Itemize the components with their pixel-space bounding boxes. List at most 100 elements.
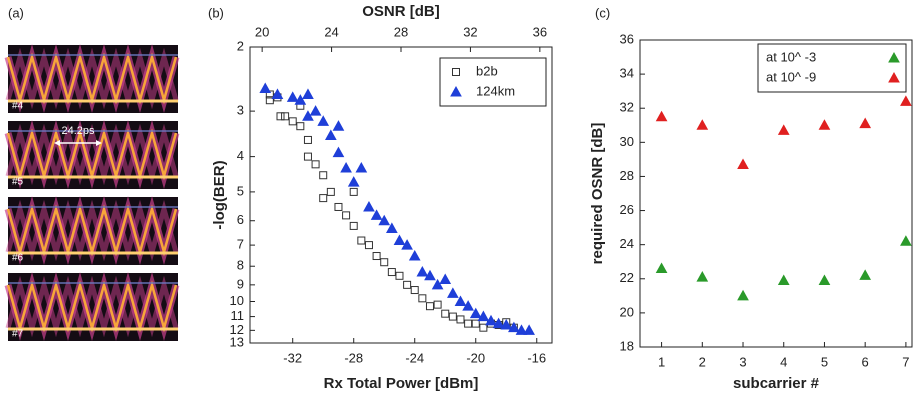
marker [779,275,789,284]
marker [901,96,911,105]
marker [358,237,365,244]
legend-label: 124km [476,83,515,98]
marker [303,89,313,98]
marker [657,264,667,273]
marker [364,202,374,211]
legend-label: at 10^ -3 [766,49,816,64]
marker [738,291,748,300]
y-tick-label: 11 [231,308,245,323]
y-tick-label: 7 [237,237,244,252]
x-tick-label: 4 [780,354,787,369]
marker [372,210,382,219]
marker [373,253,380,260]
y-tick-label: 13 [230,334,244,349]
marker [326,130,336,139]
figure: (a) #4 #5 #6 #7 24.2ps (b)Rx Total Power… [0,0,917,398]
marker [411,287,418,294]
marker [350,222,357,229]
annotation: 24.2ps [61,125,95,137]
marker [434,301,441,308]
x2-axis-label: OSNR [dB] [362,3,440,20]
marker [327,188,334,195]
marker [297,123,304,130]
marker [381,259,388,266]
x-tick-label: -32 [283,350,302,365]
y-axis-label: required OSNR [dB] [589,123,606,265]
y-tick-label: 36 [620,31,634,46]
marker [304,153,311,160]
marker [860,119,870,128]
y-axis-label: -log(BER) [211,160,228,229]
y-tick-label: 4 [237,148,244,163]
x-tick-label: 7 [902,354,909,369]
marker [449,313,456,320]
marker [356,163,366,172]
x-tick-label: -24 [405,350,424,365]
marker [860,270,870,279]
marker [333,148,343,157]
marker [349,177,359,186]
x-tick-label: 1 [658,354,665,369]
x-tick-label: 5 [821,354,828,369]
y-tick-label: 2 [237,38,244,53]
marker [318,116,328,125]
marker [333,121,343,130]
marker [697,272,707,281]
marker [472,320,479,327]
y-tick-label: 20 [620,304,634,319]
x2-tick-label: 24 [324,24,338,39]
x-axis-label: subcarrier # [733,375,820,392]
eye-diagram [8,45,178,113]
legend-label: at 10^ -9 [766,69,816,84]
y-tick-label: 3 [237,103,244,118]
marker [289,118,296,125]
y-tick-label: 22 [620,270,634,285]
marker [288,92,298,101]
x-tick-label: -28 [344,350,363,365]
eye-label: #6 [12,253,24,264]
y-tick-label: 34 [620,66,634,81]
marker [442,310,449,317]
marker [417,267,427,276]
y-tick-label: 32 [620,100,634,115]
eye-label: #5 [12,177,24,188]
marker [343,212,350,219]
marker [440,274,450,283]
marker [341,163,351,172]
marker [335,203,342,210]
y-tick-label: 30 [620,134,634,149]
marker [350,188,357,195]
marker [282,113,289,120]
marker [657,112,667,121]
marker [277,113,284,120]
x2-tick-label: 32 [463,24,477,39]
marker [697,120,707,129]
y-tick-label: 28 [620,168,634,183]
y-tick-label: 8 [237,258,244,273]
x-tick-label: -20 [466,350,485,365]
marker [779,125,789,134]
marker [819,275,829,284]
x2-tick-label: 36 [533,24,547,39]
eye-label: #7 [12,329,24,340]
marker [819,120,829,129]
marker [394,236,404,245]
eye-diagram [8,197,178,265]
x-tick-label: -16 [527,350,546,365]
marker [396,272,403,279]
marker [419,295,426,302]
legend-label: b2b [476,63,498,78]
marker [410,251,420,260]
panel-label: (c) [595,5,610,20]
y-tick-label: 6 [237,212,244,227]
x-tick-label: 6 [862,354,869,369]
marker [901,236,911,245]
y-tick-label: 24 [620,236,634,251]
marker [320,172,327,179]
marker [738,160,748,169]
marker [457,316,464,323]
marker [388,269,395,276]
y-tick-label: 9 [237,276,244,291]
marker [311,106,321,115]
marker [365,242,372,249]
